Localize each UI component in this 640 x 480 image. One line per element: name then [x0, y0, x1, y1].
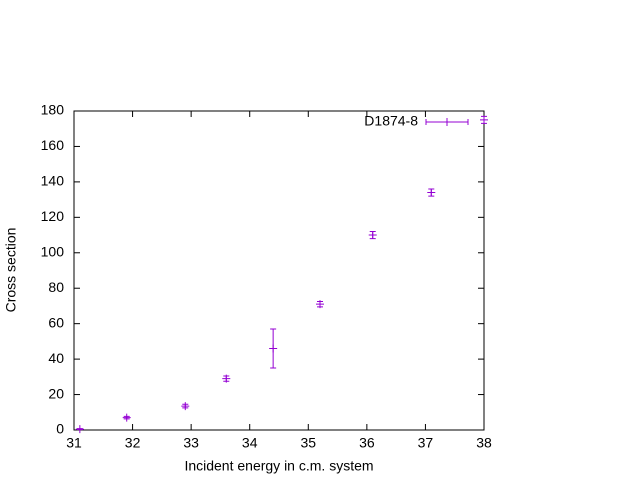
- y-axis-label: Cross section: [3, 228, 19, 313]
- point: [222, 374, 231, 383]
- point: [368, 231, 377, 240]
- legend-swatch-point: [443, 118, 451, 126]
- y-tick-label: 0: [56, 421, 64, 437]
- point: [427, 188, 436, 197]
- y-tick-label: 40: [48, 350, 64, 366]
- x-axis-label: Incident energy in c.m. system: [184, 458, 373, 474]
- y-tick-label: 120: [41, 208, 65, 224]
- y-tick-label: 160: [41, 137, 65, 153]
- x-tick-label: 32: [125, 435, 141, 451]
- point: [75, 425, 84, 434]
- x-tick-label: 31: [66, 435, 82, 451]
- x-tick-label: 33: [183, 435, 199, 451]
- legend-label: D1874-8: [364, 113, 418, 129]
- point: [181, 402, 190, 411]
- point: [480, 115, 488, 124]
- y-tick-label: 80: [48, 279, 64, 295]
- x-tick-label: 38: [476, 435, 492, 451]
- x-tick-label: 37: [418, 435, 434, 451]
- y-tick-label: 60: [48, 314, 64, 330]
- x-tick-label: 34: [242, 435, 258, 451]
- y-tick-label: 100: [41, 243, 65, 259]
- x-tick-label: 35: [300, 435, 316, 451]
- plot-border: [73, 110, 485, 431]
- point: [269, 344, 278, 353]
- point: [122, 413, 131, 422]
- y-tick-label: 140: [41, 173, 65, 189]
- y-tick-label: 20: [48, 385, 64, 401]
- y-tick-label: 180: [41, 102, 65, 118]
- x-tick-label: 36: [359, 435, 375, 451]
- point: [316, 300, 324, 309]
